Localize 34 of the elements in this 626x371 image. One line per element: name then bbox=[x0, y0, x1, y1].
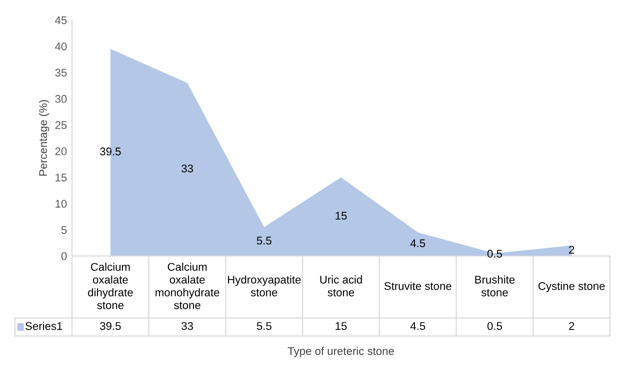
y-tick-label: 45 bbox=[55, 16, 67, 24]
data-label: 39.5 bbox=[100, 322, 121, 330]
x-tick-label: Calcium oxalate dihydrate stone bbox=[88, 262, 133, 310]
y-tick-label: 25 bbox=[55, 121, 67, 130]
legend-label: Series1 bbox=[26, 322, 62, 330]
x-tick-label: Hydroxyapatite stone bbox=[228, 275, 301, 296]
y-tick-label: 20 bbox=[55, 147, 67, 156]
y-tick-label: 10 bbox=[56, 200, 67, 208]
data-label: 15 bbox=[336, 322, 347, 330]
data-label: 33 bbox=[182, 322, 193, 330]
y-tick-label: 0 bbox=[61, 252, 67, 260]
data-label: 2 bbox=[569, 322, 574, 330]
x-tick-label: Struvite stone bbox=[384, 282, 452, 290]
y-tick-label: 15 bbox=[56, 174, 67, 182]
annotation: 33 bbox=[182, 164, 193, 172]
data-label: 4.5 bbox=[410, 322, 426, 330]
y-tick-label: 5 bbox=[61, 226, 67, 234]
annotation: 5.5 bbox=[256, 236, 272, 245]
x-tick-label: Calcium oxalate monohydrate stone bbox=[156, 262, 220, 310]
annotation: 4.5 bbox=[410, 239, 426, 248]
y-tick-label: 35 bbox=[55, 68, 67, 77]
y-tick-label: 40 bbox=[55, 42, 67, 50]
x-tick-label: Cystine stone bbox=[538, 282, 605, 292]
x-axis-title: Type of ureteric stone bbox=[288, 346, 394, 358]
annotation: 39.5 bbox=[100, 148, 121, 156]
annotation: 0.5 bbox=[487, 250, 502, 258]
annotation: 15 bbox=[336, 212, 347, 220]
y-tick-label: 30 bbox=[55, 94, 67, 103]
x-tick-label: Brushite stone bbox=[475, 275, 515, 296]
annotation: 2 bbox=[569, 246, 574, 254]
y-axis-title: Percentage (%) bbox=[38, 100, 50, 176]
data-label: 0.5 bbox=[487, 322, 502, 330]
data-label: 5.5 bbox=[256, 322, 272, 330]
x-tick-label: Uric acid stone bbox=[320, 275, 362, 296]
